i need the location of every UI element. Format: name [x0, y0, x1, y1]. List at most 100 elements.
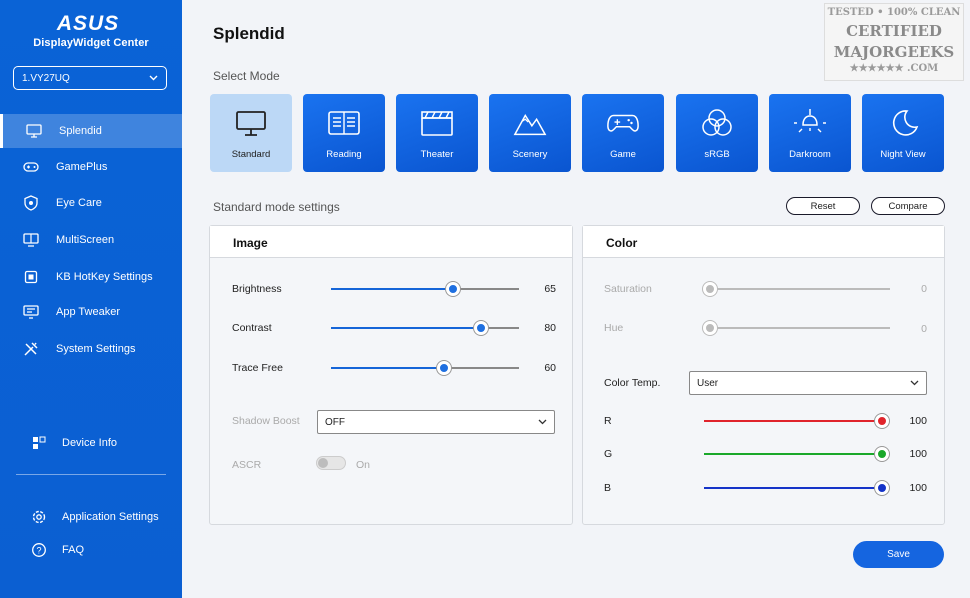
- saturation-slider[interactable]: [703, 282, 890, 296]
- mode-night-view[interactable]: Night View: [862, 94, 944, 172]
- sidebar-item-application-settings[interactable]: Application Settings: [0, 500, 182, 534]
- color-temp-select[interactable]: User: [689, 371, 927, 395]
- red-slider[interactable]: [704, 414, 889, 428]
- sidebar-item-label: App Tweaker: [56, 306, 121, 318]
- majorgeeks-watermark: TESTED • 100% CLEAN CERTIFIED MAJORGEEKS…: [824, 3, 964, 81]
- trace-free-value: 60: [544, 362, 556, 374]
- page-title: Splendid: [213, 24, 285, 43]
- sidebar-item-eye-care[interactable]: Eye Care: [0, 186, 182, 220]
- compare-button[interactable]: Compare: [871, 197, 945, 215]
- app-tweaker-icon: [22, 303, 40, 321]
- select-mode-label: Select Mode: [213, 69, 280, 83]
- color-temp-label: Color Temp.: [604, 377, 661, 389]
- chevron-down-icon: [538, 419, 547, 425]
- red-value: 100: [909, 415, 927, 427]
- watermark-line: ★★★★★★ .COM: [849, 63, 939, 74]
- contrast-label: Contrast: [232, 322, 272, 334]
- brightness-slider[interactable]: [331, 282, 519, 296]
- sidebar-item-gameplus[interactable]: GamePlus: [0, 150, 182, 184]
- device-select-value: 1.VY27UQ: [22, 72, 70, 84]
- mode-label: Night View: [880, 149, 926, 160]
- mode-reading[interactable]: Reading: [303, 94, 385, 172]
- chevron-down-icon: [149, 75, 158, 81]
- mode-label: Darkroom: [789, 149, 831, 160]
- color-panel-header: Color: [583, 226, 944, 258]
- ascr-toggle[interactable]: [316, 456, 346, 470]
- mode-label: Scenery: [512, 149, 548, 160]
- sidebar-item-label: Splendid: [59, 125, 102, 137]
- mode-label: Theater: [420, 149, 454, 160]
- monitor-icon: [234, 108, 268, 138]
- svg-text:?: ?: [36, 546, 41, 556]
- sidebar-item-label: Device Info: [62, 437, 118, 449]
- sidebar-item-faq[interactable]: ? FAQ: [0, 533, 182, 567]
- mode-game[interactable]: Game: [582, 94, 664, 172]
- ascr-label: ASCR: [232, 459, 262, 471]
- mode-scenery[interactable]: Scenery: [489, 94, 571, 172]
- mountain-icon: [513, 108, 547, 138]
- color-panel: Color Saturation 0 Hue 0 Color Temp. Use…: [582, 225, 945, 525]
- mode-srgb[interactable]: sRGB: [676, 94, 758, 172]
- settings-heading: Standard mode settings: [213, 200, 340, 214]
- trace-free-label: Trace Free: [232, 362, 283, 374]
- mode-label: Game: [610, 149, 636, 160]
- gamepad-icon: [22, 158, 40, 176]
- sidebar: ASUS DisplayWidget Center 1.VY27UQ Splen…: [0, 0, 182, 598]
- sidebar-item-label: GamePlus: [56, 161, 108, 173]
- mode-label: Standard: [231, 149, 271, 160]
- blue-value: 100: [909, 482, 927, 494]
- clapperboard-icon: [420, 108, 454, 138]
- trace-free-slider[interactable]: [331, 361, 519, 375]
- watermark-line: MAJORGEEKS: [833, 43, 955, 61]
- blue-label: B: [604, 482, 612, 494]
- device-select[interactable]: 1.VY27UQ: [13, 66, 167, 90]
- hue-slider[interactable]: [703, 321, 890, 335]
- app-brand: DisplayWidget Center: [33, 37, 149, 49]
- image-panel: Image Brightness 65 Contrast 80 Trace Fr…: [209, 225, 573, 525]
- contrast-value: 80: [544, 322, 556, 334]
- shadow-boost-value: OFF: [325, 416, 345, 428]
- sidebar-divider: [16, 474, 166, 475]
- sidebar-item-kb-hotkey[interactable]: KB HotKey Settings: [0, 260, 182, 294]
- multiscreen-icon: [22, 231, 40, 249]
- sidebar-item-label: Application Settings: [62, 511, 159, 523]
- image-panel-header: Image: [210, 226, 572, 258]
- gamepad-icon: [606, 108, 640, 138]
- hue-label: Hue: [604, 322, 624, 334]
- brightness-value: 65: [544, 283, 556, 295]
- green-slider[interactable]: [704, 447, 889, 461]
- blue-slider[interactable]: [704, 481, 889, 495]
- green-label: G: [604, 448, 613, 460]
- sidebar-item-label: FAQ: [62, 544, 85, 556]
- sidebar-item-device-info[interactable]: Device Info: [0, 426, 182, 460]
- tools-icon: [22, 340, 40, 358]
- monitor-icon: [25, 122, 43, 140]
- watermark-line: TESTED • 100% CLEAN: [827, 7, 961, 18]
- hue-value: 0: [921, 323, 927, 335]
- sidebar-item-multiscreen[interactable]: MultiScreen: [0, 223, 182, 257]
- mode-label: sRGB: [704, 149, 730, 160]
- device-info-icon: [30, 434, 48, 452]
- sidebar-item-system-settings[interactable]: System Settings: [0, 332, 182, 366]
- ascr-state: On: [356, 459, 371, 471]
- sidebar-item-label: KB HotKey Settings: [56, 271, 153, 283]
- sidebar-item-splendid[interactable]: Splendid: [0, 114, 182, 148]
- save-button[interactable]: Save: [853, 541, 944, 568]
- brightness-label: Brightness: [232, 283, 282, 295]
- red-label: R: [604, 415, 612, 427]
- watermark-line: CERTIFIED: [846, 22, 942, 40]
- image-panel-title: Image: [233, 236, 268, 250]
- reset-button[interactable]: Reset: [786, 197, 860, 215]
- svg-text:ASUS: ASUS: [56, 12, 119, 34]
- moon-icon: [886, 108, 920, 138]
- mode-theater[interactable]: Theater: [396, 94, 478, 172]
- contrast-slider[interactable]: [331, 321, 519, 335]
- mode-label: Reading: [326, 149, 362, 160]
- shadow-boost-select[interactable]: OFF: [317, 410, 555, 434]
- mode-darkroom[interactable]: Darkroom: [769, 94, 851, 172]
- help-icon: ?: [30, 541, 48, 559]
- sidebar-item-label: Eye Care: [56, 197, 102, 209]
- mode-standard[interactable]: Standard: [210, 94, 292, 172]
- sidebar-item-label: System Settings: [56, 343, 136, 355]
- sidebar-item-app-tweaker[interactable]: App Tweaker: [0, 295, 182, 329]
